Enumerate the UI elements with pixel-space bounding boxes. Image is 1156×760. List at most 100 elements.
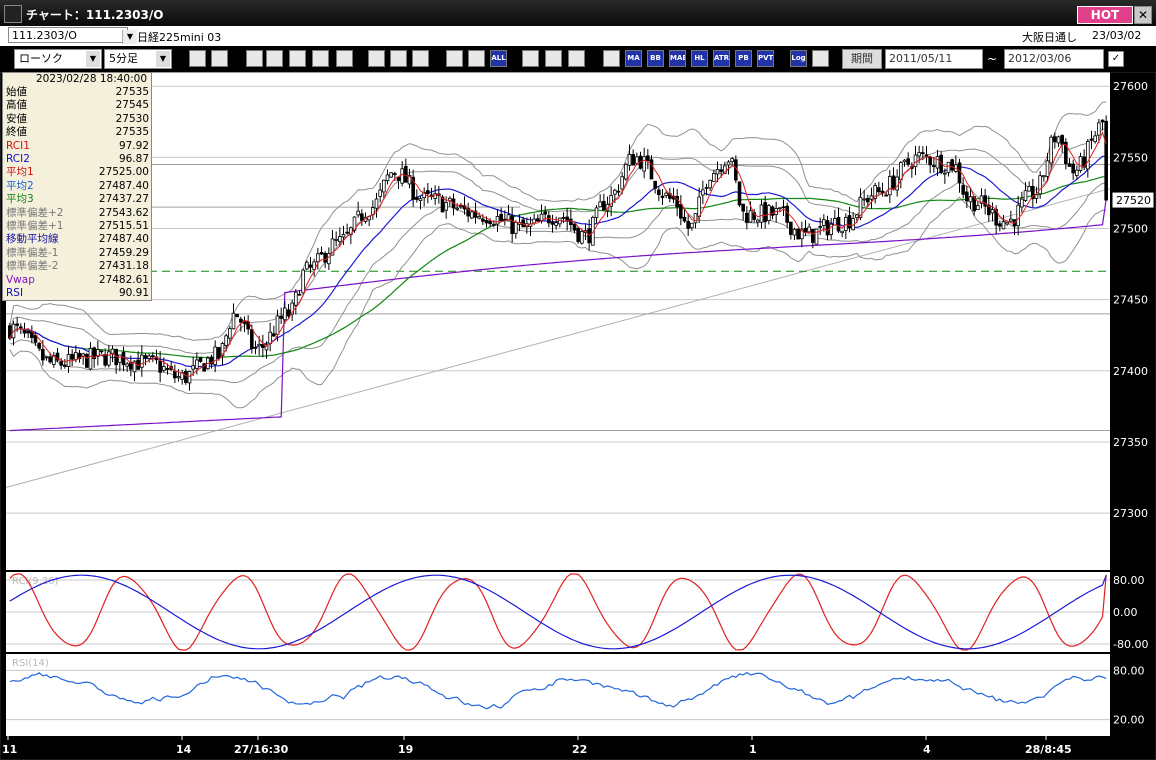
candle-body xyxy=(1097,122,1101,136)
candle-body xyxy=(675,195,679,208)
candle-body xyxy=(627,153,632,166)
candle-body xyxy=(44,356,49,359)
price-chart[interactable]: 27300 27350 27400 27450 27500 27550 27600 27520… xyxy=(0,72,1156,760)
candle-body xyxy=(88,348,93,370)
candle-body xyxy=(613,189,617,195)
candle-body xyxy=(481,218,485,222)
alert-icon[interactable] xyxy=(336,50,353,67)
candle-body xyxy=(59,361,63,366)
candle-body xyxy=(499,213,503,221)
candle-body xyxy=(730,158,734,163)
candle-body xyxy=(829,223,833,235)
instrument-date: 23/03/02 xyxy=(1092,29,1142,42)
bb-icon[interactable]: BB xyxy=(647,50,664,67)
info-label: Vwap xyxy=(6,273,35,286)
atr-icon[interactable]: ATR xyxy=(713,50,730,67)
candle-body xyxy=(477,216,481,219)
info-label: RSI xyxy=(6,287,24,299)
symbol-code: 111.2303/O xyxy=(12,29,77,42)
candle-body xyxy=(708,179,712,189)
pvt-icon[interactable]: PVT xyxy=(757,50,774,67)
candle-body xyxy=(341,234,346,238)
info-label: RCI1 xyxy=(6,139,30,152)
y-tick-label: 27350 xyxy=(1113,436,1148,449)
ruler-icon[interactable] xyxy=(211,50,228,67)
mae-icon[interactable]: MAE xyxy=(669,50,686,67)
info-value: 27487.40 xyxy=(98,179,149,192)
candle-body xyxy=(400,168,404,184)
candle-body xyxy=(822,219,826,226)
candle-body xyxy=(1005,221,1009,225)
candle-body xyxy=(356,210,360,216)
candle-body xyxy=(290,302,294,315)
candle-body xyxy=(547,215,551,224)
candle-body xyxy=(895,176,899,191)
palette-icon[interactable] xyxy=(568,50,585,67)
candle-right-icon[interactable] xyxy=(468,50,485,67)
rsi-tick-label: 80.00 xyxy=(1113,664,1145,677)
candle-body xyxy=(591,217,595,246)
gear-icon[interactable] xyxy=(522,50,539,67)
instrument-name: 日経225mini 03 xyxy=(137,31,222,44)
candle-body xyxy=(213,346,217,365)
candle-body xyxy=(660,195,665,198)
pb-icon[interactable]: PB xyxy=(735,50,752,67)
hl-icon[interactable]: HL xyxy=(691,50,708,67)
vwap-line xyxy=(9,199,1107,432)
compare-icon[interactable] xyxy=(312,50,329,67)
info-value: 27545 xyxy=(115,99,149,112)
info-label: 高値 xyxy=(6,99,27,112)
close-icon[interactable]: ✕ xyxy=(1134,6,1152,24)
log-icon[interactable]: Log xyxy=(790,50,807,67)
bb-minus2-line xyxy=(9,196,1107,409)
candle-body xyxy=(264,344,269,351)
candle-body xyxy=(664,192,668,196)
candle-body xyxy=(979,195,984,204)
candle-body xyxy=(92,347,96,359)
x-tick-label: 14 xyxy=(176,743,192,756)
pencil-icon[interactable] xyxy=(368,50,385,67)
candle-body xyxy=(745,212,749,223)
candle-body xyxy=(1104,120,1108,201)
ma-icon[interactable]: MA xyxy=(625,50,642,67)
zoom-icon[interactable] xyxy=(189,50,206,67)
bar-chart-icon[interactable] xyxy=(289,50,306,67)
wrench-icon[interactable] xyxy=(545,50,562,67)
candle-body xyxy=(224,335,228,346)
period-button[interactable]: 期間 xyxy=(842,49,882,69)
candle-body xyxy=(884,194,888,197)
candle-body xyxy=(283,307,287,321)
cursor-icon[interactable] xyxy=(390,50,407,67)
candle-body xyxy=(484,220,489,224)
candle-left-icon[interactable] xyxy=(446,50,463,67)
candle-body xyxy=(598,201,602,208)
candle-body xyxy=(466,208,470,217)
window-titlebar: チャート：111.2303/O HOT ✕ xyxy=(0,0,1156,27)
search-chart-icon[interactable] xyxy=(266,50,283,67)
layout-icon[interactable] xyxy=(812,50,829,67)
date-range-checkbox[interactable]: ✓ xyxy=(1108,51,1124,67)
candle-body xyxy=(869,195,874,200)
chevron-down-icon[interactable]: ▼ xyxy=(86,51,100,67)
interval-select[interactable]: 5分足 ▼ xyxy=(104,49,172,69)
hot-button[interactable]: HOT xyxy=(1077,6,1133,24)
candle-body xyxy=(657,189,661,196)
candle-body xyxy=(147,355,151,359)
download-icon[interactable] xyxy=(246,50,263,67)
symbol-select[interactable]: 111.2303/O ▼ xyxy=(8,27,137,44)
date-to-input[interactable]: 2012/03/06 xyxy=(1004,49,1104,69)
all-icon[interactable]: ALL xyxy=(490,50,507,67)
chart-type-select[interactable]: ローソク ▼ xyxy=(14,49,102,69)
info-row: 安値 27530 xyxy=(6,113,149,126)
candle-body xyxy=(917,152,921,157)
candle-body xyxy=(789,221,793,235)
candle-body xyxy=(825,220,830,236)
chevron-down-icon[interactable]: ▼ xyxy=(122,30,137,44)
candle-body xyxy=(22,329,27,334)
candle-body xyxy=(1042,175,1046,178)
date-from-input[interactable]: 2011/05/11 xyxy=(885,49,983,69)
undo-icon[interactable] xyxy=(412,50,429,67)
grid-icon[interactable] xyxy=(603,50,620,67)
rci2-line xyxy=(9,574,1107,650)
chevron-down-icon[interactable]: ▼ xyxy=(156,51,170,67)
